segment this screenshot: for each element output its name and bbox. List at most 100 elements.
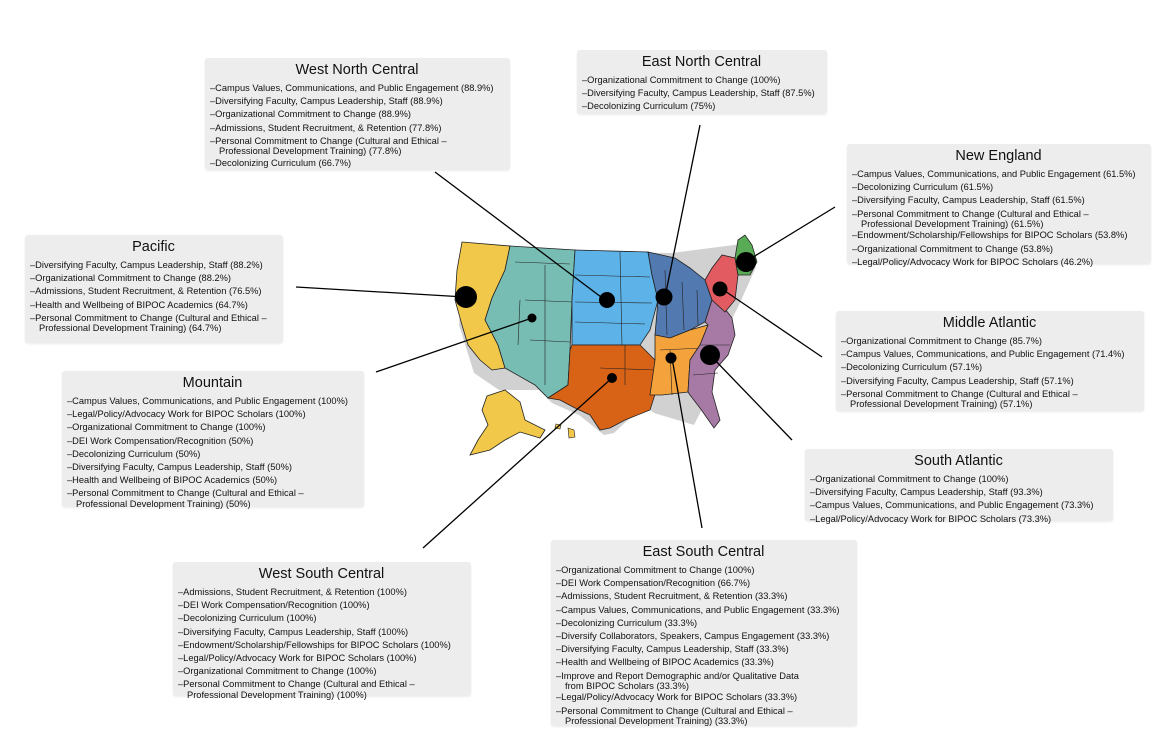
item-text: –Organizational Commitment to Change (10… — [582, 75, 781, 85]
item-text: –Legal/Policy/Advocacy Work for BIPOC Sc… — [852, 256, 1094, 267]
list-item: –DEI Work Compensation/Recognition (50%) — [67, 435, 358, 448]
list-item: –Diversifying Faculty, Campus Leadership… — [852, 194, 1145, 207]
item-text: –Personal Commitment to Change (Cultural… — [67, 488, 304, 499]
item-text: –Endowment/Scholarship/Fellowships for B… — [178, 639, 451, 650]
list-item: –Decolonizing Curriculum (100%) — [178, 612, 465, 625]
item-text: –Campus Values, Communications, and Publ… — [841, 349, 1125, 360]
item-text: –Health and Wellbeing of BIPOC Academics… — [67, 475, 278, 486]
item-text: –Organizational Commitment to Change (85… — [841, 336, 1043, 346]
box-south-atlantic: South Atlantic –Organizational Commitment… — [805, 449, 1113, 524]
list-item: –Health and Wellbeing of BIPOC Academics… — [556, 656, 851, 669]
leader-west-south-central — [422, 377, 613, 549]
list-item: –Endowment/Scholarship/Fellowships for B… — [178, 639, 465, 652]
item-text: –Diversifying Faculty, Campus Leadership… — [582, 88, 815, 99]
list-item: –Diversifying Faculty, Campus Leadership… — [810, 486, 1107, 499]
list-item: –Campus Values, Communications, and Publ… — [556, 604, 851, 617]
marker-new-england — [736, 252, 756, 272]
list-item: –DEI Work Compensation/Recognition (100%… — [178, 599, 465, 612]
item-text: –Decolonizing Curriculum (57.1%) — [841, 362, 983, 373]
item-text: –Endowment/Scholarship/Fellowships for B… — [852, 230, 1128, 241]
item-text: –Admissions, Student Recruitment, & Rete… — [556, 591, 788, 602]
list-item: –Organizational Commitment to Change (10… — [810, 473, 1107, 486]
item-text: –Decolonizing Curriculum (61.5%) — [852, 182, 994, 193]
item-text: –Personal Commitment to Change (Cultural… — [178, 679, 415, 690]
list-item: –Diversifying Faculty, Campus Leadership… — [841, 375, 1138, 388]
list-item: –Diversifying Faculty, Campus Leadership… — [556, 643, 851, 656]
box-title: Mountain — [182, 375, 243, 391]
item-text: –Organizational Commitment to Change (10… — [67, 422, 266, 433]
box-items: –Organizational Commitment to Change (85… — [841, 335, 1138, 410]
list-item: –Health and Wellbeing of BIPOC Academics… — [67, 474, 358, 487]
item-text-continuation: Professional Development Training) (50%) — [76, 498, 251, 509]
list-item: –Organizational Commitment to Change (10… — [178, 665, 465, 678]
marker-west-south-central — [607, 373, 617, 383]
item-text: –Organizational Commitment to Change (10… — [556, 565, 755, 575]
item-text: –Legal/Policy/Advocacy Work for BIPOC Sc… — [67, 409, 306, 420]
list-item: –Organizational Commitment to Change (10… — [67, 421, 358, 434]
list-item: –Diversify Collaborators, Speakers, Camp… — [556, 630, 851, 643]
item-text: –Decolonizing Curriculum (50%) — [67, 448, 201, 459]
list-item: –Personal Commitment to Change (Cultural… — [556, 705, 851, 727]
item-text: –Organizational Commitment to Change (10… — [178, 666, 377, 677]
list-item: –Legal/Policy/Advocacy Work for BIPOC Sc… — [67, 408, 358, 421]
leader-pacific — [295, 286, 466, 298]
box-items: –Campus Values, Communications, and Publ… — [210, 82, 504, 170]
list-item: –Legal/Policy/Advocacy Work for BIPOC Sc… — [556, 691, 851, 704]
list-item: –Admissions, Student Recruitment, & Rete… — [556, 590, 851, 603]
item-text: –Campus Values, Communications, and Publ… — [556, 604, 840, 615]
box-pacific: Pacific –Diversifying Faculty, Campus Lea… — [25, 235, 283, 343]
list-item: –Organizational Commitment to Change (88… — [30, 272, 277, 285]
item-text-continuation: Professional Development Training) (77.8… — [219, 146, 402, 157]
item-text: –DEI Work Compensation/Recognition (66.7… — [556, 578, 751, 589]
list-item: –Personal Commitment to Change (Cultural… — [30, 312, 277, 334]
region-pacific-alaska — [469, 389, 546, 456]
list-item: –Diversifying Faculty, Campus Leadership… — [30, 259, 277, 272]
item-text: –Campus Values, Communications, and Publ… — [210, 83, 494, 93]
list-item: –Decolonizing Curriculum (61.5%) — [852, 181, 1145, 194]
box-title: Pacific — [132, 239, 175, 255]
item-text-continuation: Professional Development Training) (57.1… — [850, 399, 1033, 410]
item-text: –Diversifying Faculty, Campus Leadership… — [178, 626, 409, 637]
box-items: –Campus Values, Communications, and Publ… — [852, 168, 1145, 269]
list-item: –Endowment/Scholarship/Fellowships for B… — [852, 229, 1145, 242]
item-text-continuation: Professional Development Training) (64.7… — [39, 323, 222, 334]
list-item: –Decolonizing Curriculum (50%) — [67, 448, 358, 461]
item-text-continuation: Professional Development Training) (61.5… — [861, 218, 1044, 229]
item-text: –Health and Wellbeing of BIPOC Academics… — [556, 657, 774, 668]
list-item: –Decolonizing Curriculum (33.3%) — [556, 617, 851, 630]
leader-mountain — [375, 317, 533, 373]
marker-south-atlantic — [700, 345, 720, 365]
leader-west-north-central — [434, 171, 606, 301]
list-item: –Diversifying Faculty, Campus Leadership… — [582, 87, 821, 100]
list-item: –Campus Values, Communications, and Publ… — [810, 499, 1107, 512]
item-text: –Campus Values, Communications, and Publ… — [852, 169, 1136, 179]
item-text: –Personal Commitment to Change (Cultural… — [841, 388, 1078, 399]
item-text: –Organizational Commitment to Change (10… — [810, 474, 1009, 484]
list-item: –Personal Commitment to Change (Cultural… — [210, 135, 504, 157]
item-text: –Diversifying Faculty, Campus Leadership… — [810, 487, 1043, 498]
item-text: –Personal Commitment to Change (Cultural… — [852, 208, 1089, 219]
item-text: –Diversifying Faculty, Campus Leadership… — [30, 260, 263, 270]
leader-new-england — [744, 206, 836, 263]
list-item: –Diversifying Faculty, Campus Leadership… — [210, 95, 504, 108]
leader-east-north-central — [664, 124, 701, 298]
item-text: –Legal/Policy/Advocacy Work for BIPOC Sc… — [178, 653, 417, 664]
item-text: –Organizational Commitment to Change (88… — [210, 109, 412, 120]
leader-south-atlantic — [709, 354, 793, 441]
box-items: –Organizational Commitment to Change (10… — [556, 564, 851, 726]
box-items: –Organizational Commitment to Change (10… — [582, 74, 821, 114]
box-east-north-central: East North Central –Organizational Commit… — [577, 50, 827, 114]
box-west-south-central: West South Central –Admissions, Student R… — [173, 562, 471, 699]
box-items: –Campus Values, Communications, and Publ… — [67, 395, 358, 509]
box-title: South Atlantic — [914, 453, 1003, 469]
list-item: –Diversifying Faculty, Campus Leadership… — [67, 461, 358, 474]
item-text: –Improve and Report Demographic and/or Q… — [556, 670, 799, 681]
item-text: –Legal/Policy/Advocacy Work for BIPOC Sc… — [556, 692, 798, 703]
region-markers — [455, 252, 756, 383]
list-item: –Admissions, Student Recruitment, & Rete… — [210, 122, 504, 135]
box-title: West South Central — [258, 566, 385, 582]
box-items: –Diversifying Faculty, Campus Leadership… — [30, 259, 277, 334]
list-item: –Legal/Policy/Advocacy Work for BIPOC Sc… — [852, 256, 1145, 269]
list-item: –Admissions, Student Recruitment, & Rete… — [178, 586, 465, 599]
list-item: –Admissions, Student Recruitment, & Rete… — [30, 285, 277, 298]
